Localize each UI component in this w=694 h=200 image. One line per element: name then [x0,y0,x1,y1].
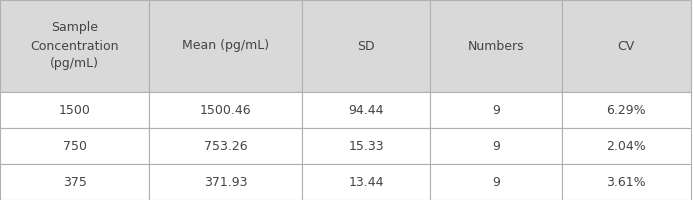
Bar [302,0,430,92]
Bar [0,164,149,200]
Text: 1500.46: 1500.46 [200,104,251,116]
Text: 15.33: 15.33 [348,140,384,153]
Text: 2.04%: 2.04% [607,140,646,153]
Bar [430,92,562,128]
Text: 9: 9 [492,140,500,153]
Bar [562,0,691,92]
Text: 750: 750 [62,140,87,153]
Bar [302,92,430,128]
Bar [302,128,430,164]
Text: 94.44: 94.44 [348,104,384,116]
Bar [149,128,302,164]
Bar [562,128,691,164]
Bar [149,164,302,200]
Text: Mean (pg/mL): Mean (pg/mL) [182,40,269,52]
Bar [0,128,149,164]
Text: SD: SD [357,40,375,52]
Bar [562,92,691,128]
Text: Sample
Concentration
(pg/mL): Sample Concentration (pg/mL) [31,21,119,71]
Bar [562,164,691,200]
Text: 375: 375 [62,176,87,188]
Bar [430,0,562,92]
Text: 753.26: 753.26 [204,140,247,153]
Text: Numbers: Numbers [468,40,525,52]
Bar [0,0,149,92]
Bar [149,0,302,92]
Text: 3.61%: 3.61% [607,176,646,188]
Bar [149,92,302,128]
Bar [430,128,562,164]
Text: 9: 9 [492,176,500,188]
Text: 6.29%: 6.29% [607,104,646,116]
Bar [302,164,430,200]
Text: 371.93: 371.93 [204,176,247,188]
Text: 9: 9 [492,104,500,116]
Bar [430,164,562,200]
Text: 13.44: 13.44 [348,176,384,188]
Text: CV: CV [618,40,635,52]
Bar [0,92,149,128]
Text: 1500: 1500 [59,104,90,116]
